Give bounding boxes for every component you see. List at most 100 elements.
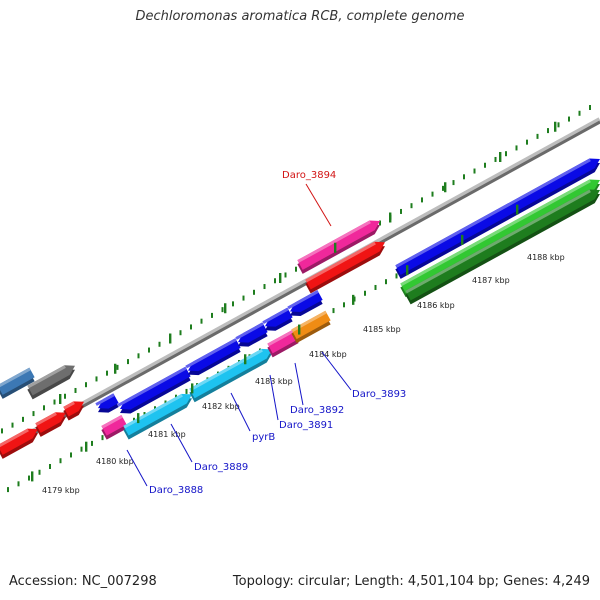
upper-guide-dot: [11, 422, 14, 428]
feature-blue-1: [117, 366, 191, 414]
leader-line: [269, 374, 279, 421]
major-tick-mark: [137, 413, 140, 424]
feature-blue-long-highlight: [395, 158, 591, 268]
lower-guide-dot: [364, 290, 366, 296]
gene-label: Daro_3889: [194, 462, 248, 473]
feature-daro-3892: [267, 329, 299, 358]
upper-major-tick-mark: [389, 212, 392, 223]
lower-guide-dot: [17, 481, 20, 487]
leader-line: [126, 449, 148, 487]
upper-guide-dot: [452, 180, 455, 186]
upper-guide-dot: [221, 307, 224, 313]
upper-guide-dot: [536, 133, 539, 139]
feature-blue-1-highlight: [117, 366, 187, 407]
feature-pyrb-body: [189, 348, 272, 399]
upper-guide-dot: [463, 174, 465, 180]
feature-red-3-highlight: [63, 401, 75, 410]
upper-guide-dot: [484, 162, 486, 168]
feature-blue-3-body: [238, 322, 268, 343]
gene-label: Daro_3888: [149, 485, 203, 496]
feature-red-3: [63, 401, 84, 421]
feature-blue-4-highlight: [262, 307, 289, 325]
feature-red-4-highlight: [305, 241, 376, 283]
upper-guide-dot: [547, 128, 549, 134]
major-tick-mark: [406, 265, 409, 276]
feature-daro-3892-body: [267, 329, 299, 354]
feature-red-4: [305, 241, 385, 294]
leader-line: [170, 423, 193, 463]
tick-label: 4183 kbp: [255, 377, 293, 386]
gene-labels: Daro_3894 Daro_3893 Daro_3892 Daro_3891 pyrB…: [126, 170, 406, 496]
feature-daro-3893-body: [291, 310, 331, 340]
major-tick-mark: [298, 324, 301, 335]
lower-guide-dot: [38, 469, 41, 475]
upper-guide-dot: [211, 312, 213, 318]
feature-gray: [27, 365, 75, 400]
feature-red-4-body: [305, 241, 385, 290]
lower-guide-dot: [70, 452, 72, 458]
upper-guide-dot: [379, 220, 381, 226]
upper-guide-dot: [64, 393, 66, 399]
accession-text: Accession: NC_007298: [9, 574, 157, 589]
upper-major-tick-mark: [334, 242, 337, 253]
feature-red-1: [0, 428, 38, 459]
gene-label: pyrB: [252, 432, 275, 443]
upper-guide-dot: [22, 416, 24, 422]
feature-daro-3889-body: [123, 393, 192, 436]
feature-gray-body: [27, 365, 75, 396]
tick-label: 4180 kbp: [96, 457, 134, 466]
feature-steelblue-highlight: [0, 367, 31, 388]
lower-guide-dot: [395, 273, 398, 279]
upper-guide-dot: [179, 330, 182, 336]
lower-guide-dot: [343, 302, 345, 308]
tick-label: 4187 kbp: [472, 276, 510, 285]
gene-label: Daro_3893: [352, 389, 406, 400]
upper-guide-dot: [431, 191, 434, 197]
feature-blue-4-body: [265, 307, 293, 327]
upper-major-tick-mark: [224, 303, 227, 314]
genome-backbone: [0, 117, 600, 454]
tick-label: 4182 kbp: [202, 402, 240, 411]
upper-guide-dot: [589, 105, 591, 110]
upper-major-tick-mark: [499, 152, 502, 162]
gene-label: Daro_3891: [279, 420, 333, 431]
upper-guide-dot: [116, 364, 119, 370]
upper-guide-dot: [295, 266, 297, 272]
tick-label: 4179 kbp: [42, 486, 80, 495]
upper-guide-dot: [410, 203, 413, 209]
upper-guide-dot: [137, 353, 140, 359]
upper-guide-dot: [421, 197, 423, 203]
upper-guide-dot: [200, 318, 203, 324]
lower-guide-dot: [385, 279, 387, 285]
upper-guide-dot: [494, 156, 497, 162]
upper-guide-dot: [148, 347, 150, 353]
major-tick-mark: [352, 294, 355, 305]
map-title: Dechloromonas aromatica RCB, complete ge…: [135, 9, 465, 24]
feature-red-1-body: [0, 428, 38, 455]
upper-guide-dot: [32, 411, 35, 417]
feature-blue-small: [95, 393, 119, 413]
upper-major-tick-mark: [114, 363, 117, 374]
feature-tracks: [0, 158, 600, 459]
feature-blue-3-highlight: [235, 322, 264, 340]
feature-blue-2-body: [188, 338, 241, 372]
tick-label: 4186 kbp: [417, 301, 455, 310]
lower-guide-dot: [59, 458, 62, 464]
lower-guide-dot: [185, 388, 188, 394]
upper-guide-dot: [95, 376, 98, 382]
backbone-line: [0, 120, 600, 454]
upper-guide-dot: [400, 208, 402, 214]
upper-major-tick-mark: [554, 121, 557, 132]
lower-guide-dot: [332, 308, 335, 314]
feature-magenta-small-body: [101, 414, 127, 436]
feature-darkgreen-long-body: [405, 189, 600, 301]
upper-guide-dot: [190, 324, 192, 330]
tick-label: 4181 kbp: [148, 430, 186, 439]
feature-steelblue: [0, 367, 35, 399]
gene-label: Daro_3892: [290, 405, 344, 416]
upper-guide-dot: [505, 151, 507, 157]
topology-text: Topology: circular; Length: 4,501,104 bp…: [232, 574, 590, 589]
upper-guide-dot: [568, 116, 570, 122]
lower-guide-dot: [80, 446, 83, 452]
upper-guide-dot: [74, 387, 77, 393]
